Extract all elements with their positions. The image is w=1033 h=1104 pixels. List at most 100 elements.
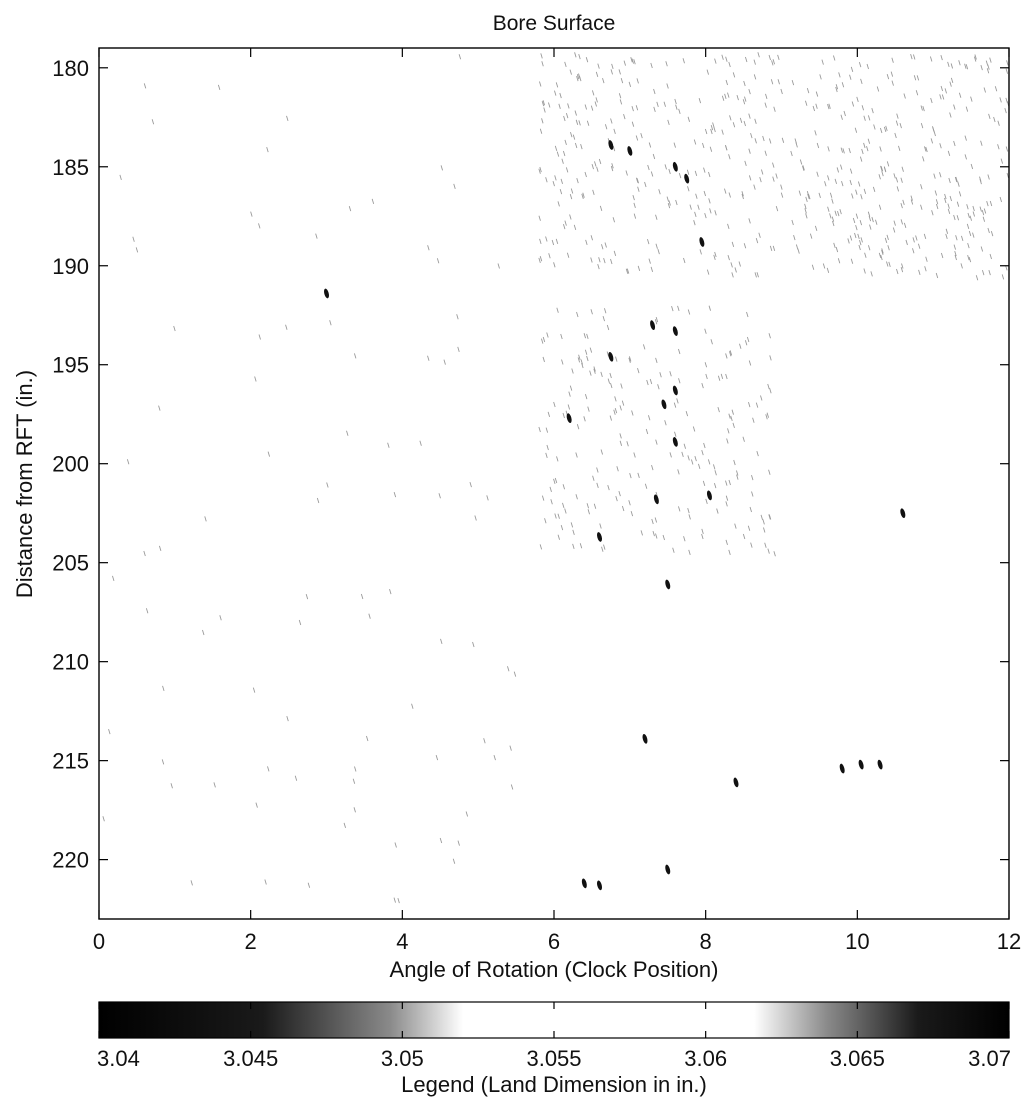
texture-dash xyxy=(683,443,687,449)
texture-dash xyxy=(891,57,894,63)
texture-dash xyxy=(816,171,819,177)
texture-dash xyxy=(945,233,948,240)
texture-dash xyxy=(954,254,957,261)
texture-dash xyxy=(612,146,616,152)
texture-dash xyxy=(633,213,637,219)
texture-dash xyxy=(854,127,858,133)
texture-dash xyxy=(703,167,706,173)
texture-dash xyxy=(743,243,747,249)
texture-dash xyxy=(510,784,514,790)
texture-dash xyxy=(949,81,952,87)
texture-dash xyxy=(894,132,897,139)
texture-dash xyxy=(975,275,979,281)
texture-dash xyxy=(765,93,768,99)
texture-dash xyxy=(944,197,947,204)
texture-dash xyxy=(666,83,669,89)
texture-dash xyxy=(647,415,651,421)
texture-dash xyxy=(250,211,253,217)
texture-dash xyxy=(727,254,730,261)
texture-dash xyxy=(863,115,866,121)
texture-dash xyxy=(610,165,614,172)
texture-dash xyxy=(597,63,600,69)
texture-dash xyxy=(538,168,541,174)
texture-dash xyxy=(578,120,581,126)
texture-dash xyxy=(158,405,161,411)
texture-dash xyxy=(999,97,1002,103)
texture-dash xyxy=(716,508,719,514)
colorbar-tick-label: 3.07 xyxy=(968,1046,1011,1071)
texture-dash xyxy=(170,783,173,789)
texture-dash xyxy=(762,135,765,142)
texture-dash xyxy=(980,140,983,146)
texture-dash xyxy=(581,362,584,369)
texture-dash xyxy=(981,209,985,216)
texture-dash xyxy=(611,63,614,69)
texture-dash xyxy=(702,142,705,149)
texture-dash xyxy=(812,105,816,112)
texture-dash xyxy=(903,93,906,99)
texture-dash xyxy=(863,268,866,274)
texture-dash xyxy=(750,542,753,548)
texture-dash xyxy=(714,210,717,216)
texture-dash xyxy=(891,80,894,86)
texture-dash xyxy=(687,116,690,122)
texture-dash xyxy=(902,199,905,206)
texture-dash xyxy=(642,344,646,350)
texture-dash xyxy=(593,503,597,509)
texture-dash xyxy=(815,103,818,109)
texture-dash xyxy=(553,262,556,268)
texture-dash xyxy=(584,349,588,355)
texture-dash xyxy=(725,79,728,86)
texture-dash xyxy=(867,138,871,144)
texture-dash xyxy=(173,325,176,332)
texture-dash xyxy=(765,414,768,420)
texture-dash xyxy=(538,215,541,221)
texture-dash xyxy=(736,470,739,476)
texture-dash xyxy=(864,252,867,258)
texture-dash xyxy=(748,401,751,408)
texture-dash xyxy=(858,244,861,251)
texture-dash xyxy=(315,233,318,239)
texture-dash xyxy=(637,186,640,192)
texture-dash xyxy=(619,433,622,439)
texture-dash xyxy=(630,511,634,517)
texture-dash xyxy=(773,551,776,557)
texture-dash xyxy=(754,272,757,278)
texture-dash xyxy=(886,234,889,240)
texture-dash xyxy=(658,189,661,195)
texture-dash xyxy=(748,113,751,119)
texture-dash xyxy=(981,270,985,276)
texture-dash xyxy=(749,506,752,513)
texture-dash xyxy=(457,840,460,846)
texture-dash xyxy=(545,452,548,459)
texture-dash xyxy=(546,444,549,451)
texture-dash xyxy=(651,465,654,471)
texture-dash xyxy=(267,766,270,772)
texture-dash xyxy=(791,79,795,86)
texture-dash xyxy=(847,238,850,244)
texture-dash xyxy=(438,493,441,499)
texture-dash xyxy=(666,196,669,202)
texture-dash xyxy=(597,264,600,270)
texture-dash xyxy=(746,311,749,318)
texture-dash xyxy=(729,350,733,356)
texture-dash xyxy=(721,129,724,135)
surface-mark xyxy=(672,326,678,336)
texture-dash xyxy=(604,242,607,248)
texture-dash xyxy=(731,272,734,278)
texture-dash xyxy=(754,118,757,124)
texture-dash xyxy=(650,62,653,69)
texture-dash xyxy=(748,360,752,366)
texture-dash xyxy=(855,213,859,219)
texture-dash xyxy=(267,451,271,457)
texture-dash xyxy=(453,183,456,189)
texture-dash xyxy=(585,57,589,63)
texture-dash xyxy=(726,438,729,444)
texture-dash xyxy=(579,543,583,549)
texture-dash xyxy=(835,246,839,253)
texture-dash xyxy=(601,244,604,250)
texture-dash xyxy=(856,96,859,103)
texture-dash xyxy=(435,754,439,761)
texture-dash xyxy=(266,146,269,153)
texture-dash xyxy=(961,235,964,241)
